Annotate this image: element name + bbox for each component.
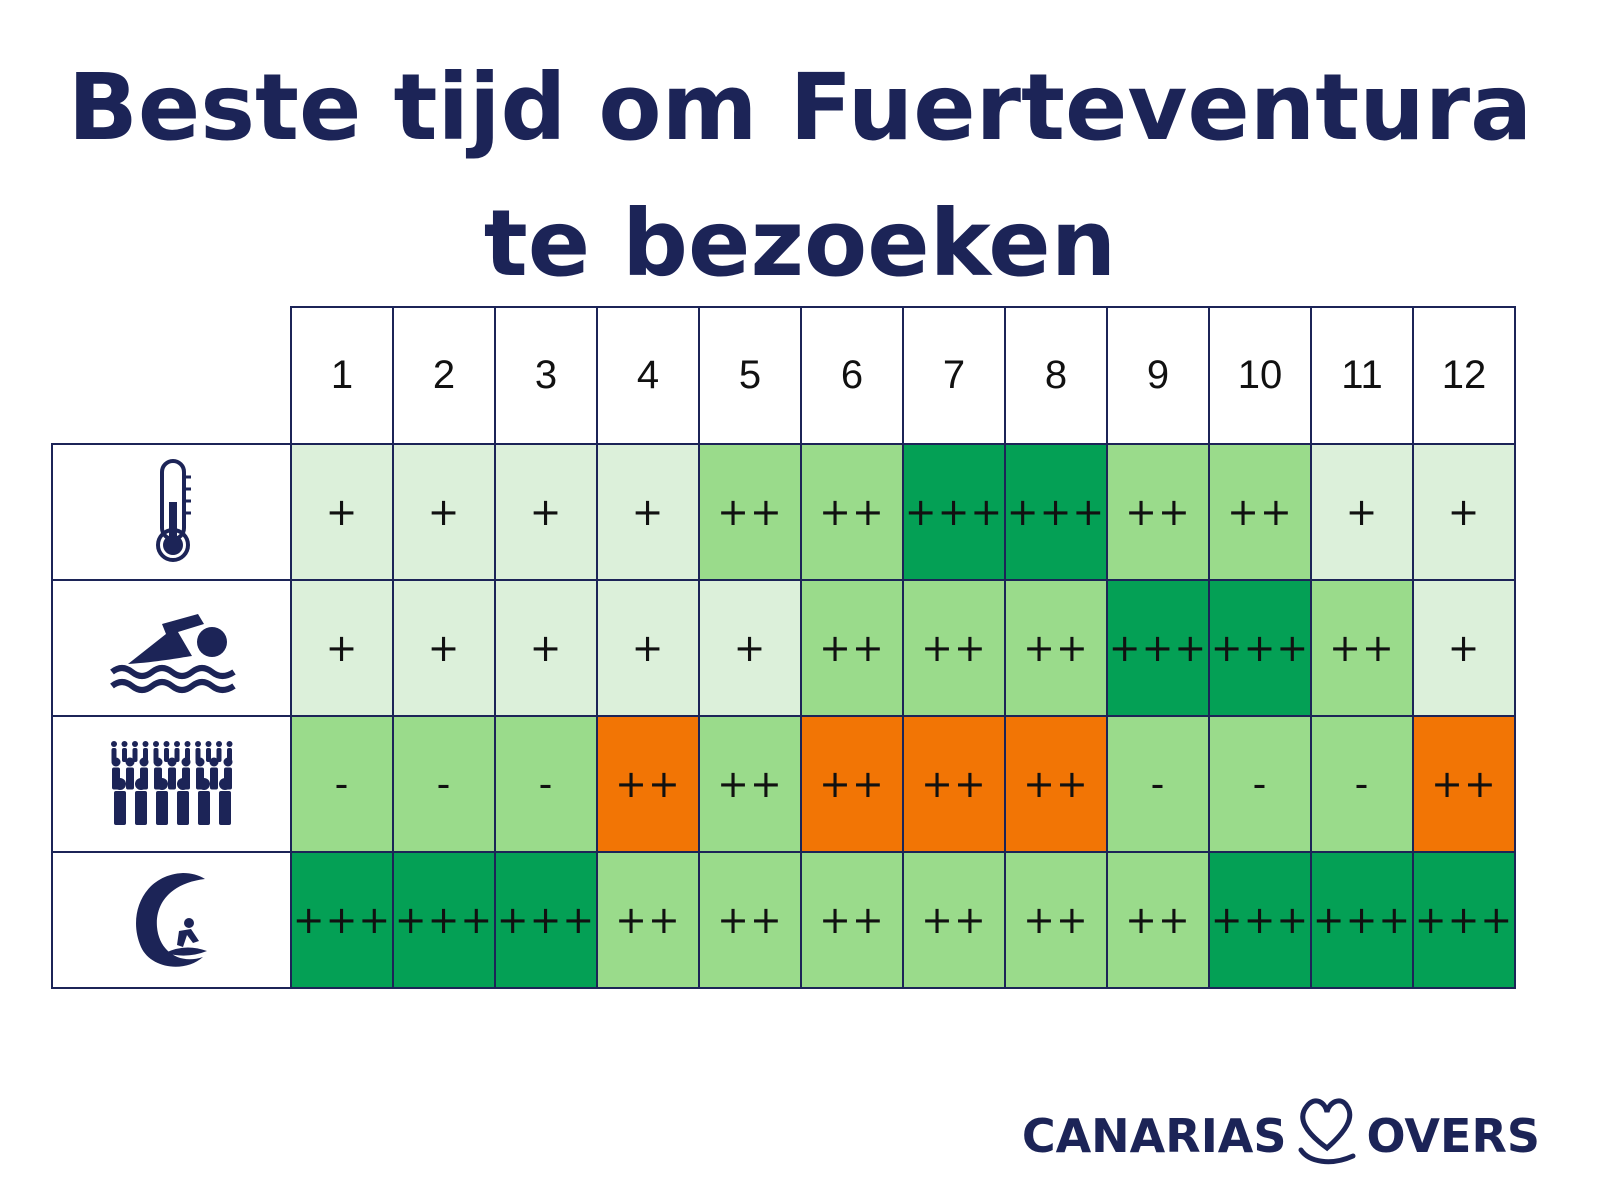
month-header: 2 — [392, 306, 496, 445]
row-icon-cell — [51, 715, 294, 853]
month-header: 3 — [494, 306, 598, 445]
rating-cell: +++ — [1208, 579, 1312, 717]
swimmer-icon — [108, 598, 238, 698]
rating-cell: ++ — [902, 579, 1006, 717]
rating-cell: ++ — [1004, 715, 1108, 853]
rating-cell: +++ — [392, 851, 496, 989]
rating-cell: +++ — [290, 851, 394, 989]
rating-cell: ++ — [596, 851, 700, 989]
rating-cell: + — [596, 579, 700, 717]
rating-cell: ++ — [1310, 579, 1414, 717]
page-title: Beste tijd om Fuerteventura te bezoeken — [0, 40, 1600, 312]
title-line-2: te bezoeken — [483, 190, 1117, 297]
rating-cell: ++ — [902, 851, 1006, 989]
rating-cell: + — [290, 443, 394, 581]
rating-cell: ++ — [1208, 443, 1312, 581]
brand-logo: CANARIAS OVERS — [1022, 1090, 1540, 1181]
rating-cell: + — [392, 579, 496, 717]
thermometer-icon — [143, 457, 203, 567]
rating-cell: ++ — [1004, 579, 1108, 717]
rating-cell: - — [1208, 715, 1312, 853]
month-header: 6 — [800, 306, 904, 445]
month-header: 12 — [1412, 306, 1516, 445]
rating-cell: ++ — [800, 715, 904, 853]
rating-cell: + — [1412, 443, 1516, 581]
row-icon-cell — [51, 851, 294, 989]
rating-cell: ++ — [902, 715, 1006, 853]
rating-cell: - — [392, 715, 496, 853]
rating-cell: ++ — [596, 715, 700, 853]
rating-cell: - — [1106, 715, 1210, 853]
month-header: 5 — [698, 306, 802, 445]
month-header: 11 — [1310, 306, 1414, 445]
rating-cell: ++ — [800, 851, 904, 989]
row-icon-cell — [51, 443, 294, 581]
month-header: 7 — [902, 306, 1006, 445]
rating-cell: - — [494, 715, 598, 853]
logo-text-left: CANARIAS — [1021, 1108, 1287, 1163]
rating-cell: + — [1310, 443, 1414, 581]
rating-cell: ++ — [698, 715, 802, 853]
rating-cell: +++ — [1310, 851, 1414, 989]
month-header: 1 — [290, 306, 394, 445]
rating-cell: ++ — [800, 579, 904, 717]
rating-cell: +++ — [1412, 851, 1516, 989]
rating-cell: - — [1310, 715, 1414, 853]
rating-cell: +++ — [1106, 579, 1210, 717]
rating-cell: +++ — [494, 851, 598, 989]
rating-cell: +++ — [1004, 443, 1108, 581]
month-header: 4 — [596, 306, 700, 445]
rating-cell: ++ — [698, 851, 802, 989]
rating-cell: + — [290, 579, 394, 717]
rating-cell: +++ — [902, 443, 1006, 581]
month-header: 9 — [1106, 306, 1210, 445]
rating-cell: - — [290, 715, 394, 853]
rating-cell: + — [494, 579, 598, 717]
logo-text-right: OVERS — [1366, 1108, 1540, 1163]
rating-cell: +++ — [1208, 851, 1312, 989]
surfer-wave-icon — [123, 865, 223, 975]
rating-cell: + — [596, 443, 700, 581]
crowd-icon — [108, 734, 238, 834]
month-header: 10 — [1208, 306, 1312, 445]
rating-cell: ++ — [1412, 715, 1516, 853]
rating-cell: + — [698, 579, 802, 717]
rating-cell: ++ — [698, 443, 802, 581]
rating-cell: + — [1412, 579, 1516, 717]
rating-cell: ++ — [1106, 443, 1210, 581]
rating-cell: ++ — [1004, 851, 1108, 989]
rating-cell: ++ — [800, 443, 904, 581]
rating-cell: + — [392, 443, 496, 581]
title-line-1: Beste tijd om Fuerteventura — [67, 54, 1533, 161]
row-icon-cell — [51, 579, 294, 717]
month-header: 8 — [1004, 306, 1108, 445]
heart-L-icon — [1291, 1090, 1363, 1181]
rating-cell: ++ — [1106, 851, 1210, 989]
rating-cell: + — [494, 443, 598, 581]
